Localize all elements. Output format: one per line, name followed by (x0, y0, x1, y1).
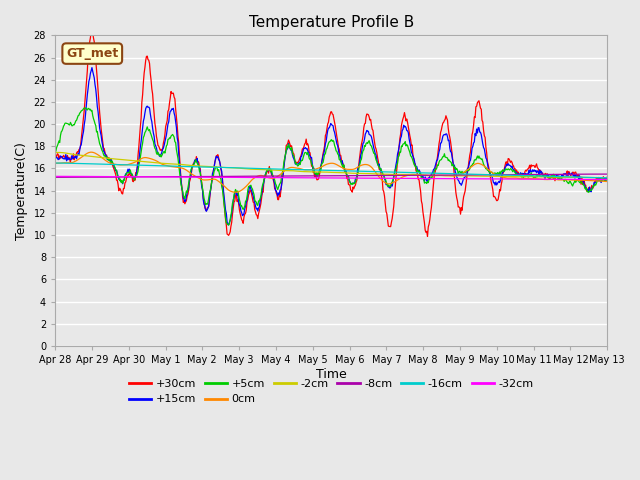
-2cm (596, 175, 604, 180)
0cm (87, 149, 95, 155)
+15cm (51, 155, 59, 161)
+5cm (51, 149, 59, 155)
+5cm (82, 105, 90, 111)
-8cm (204, 174, 211, 180)
-16cm (398, 169, 406, 175)
+15cm (119, 181, 127, 187)
+30cm (175, 140, 182, 146)
-16cm (204, 164, 211, 170)
-2cm (174, 161, 182, 167)
0cm (61, 160, 69, 166)
0cm (119, 162, 127, 168)
-16cm (61, 160, 69, 166)
0cm (51, 160, 59, 166)
-32cm (118, 174, 125, 180)
+5cm (604, 178, 611, 183)
+30cm (604, 177, 611, 183)
-2cm (61, 150, 69, 156)
+5cm (204, 200, 212, 206)
Line: -8cm: -8cm (55, 174, 607, 177)
Line: +5cm: +5cm (55, 108, 607, 225)
-16cm (51, 160, 59, 166)
-32cm (61, 173, 69, 179)
-2cm (118, 156, 125, 162)
Line: -32cm: -32cm (55, 176, 607, 180)
0cm (232, 190, 239, 195)
-8cm (118, 174, 125, 180)
+30cm (415, 177, 423, 183)
-8cm (596, 171, 604, 177)
-8cm (604, 171, 611, 177)
+5cm (225, 222, 232, 228)
-16cm (174, 164, 182, 169)
+30cm (87, 28, 95, 34)
Line: 0cm: 0cm (55, 152, 607, 192)
+5cm (119, 180, 127, 186)
-2cm (604, 175, 611, 180)
-32cm (174, 174, 182, 180)
Line: +30cm: +30cm (55, 31, 607, 237)
+30cm (399, 116, 407, 122)
-16cm (118, 162, 125, 168)
0cm (416, 172, 424, 178)
Title: Temperature Profile B: Temperature Profile B (248, 15, 414, 30)
-8cm (51, 174, 59, 180)
+5cm (400, 141, 408, 146)
0cm (204, 177, 212, 183)
X-axis label: Time: Time (316, 368, 346, 381)
-2cm (415, 172, 422, 178)
-8cm (415, 172, 422, 178)
Legend: +30cm, +15cm, +5cm, 0cm, -2cm, -8cm, -16cm, -32cm: +30cm, +15cm, +5cm, 0cm, -2cm, -8cm, -16… (124, 374, 538, 409)
-2cm (204, 164, 211, 169)
+30cm (119, 191, 127, 197)
+30cm (61, 155, 69, 160)
+15cm (88, 65, 96, 71)
-8cm (398, 172, 406, 178)
-8cm (174, 174, 182, 180)
+30cm (424, 234, 431, 240)
Line: -16cm: -16cm (55, 163, 607, 178)
-32cm (398, 176, 406, 181)
0cm (604, 179, 611, 184)
+15cm (225, 222, 232, 228)
-16cm (604, 175, 611, 180)
+15cm (604, 175, 611, 180)
-32cm (604, 177, 611, 182)
-32cm (204, 174, 211, 180)
0cm (400, 174, 408, 180)
-32cm (415, 176, 422, 181)
+15cm (400, 122, 408, 128)
Line: +15cm: +15cm (55, 68, 607, 225)
+5cm (416, 171, 424, 177)
0cm (175, 165, 182, 170)
Line: -2cm: -2cm (55, 153, 607, 178)
+15cm (175, 151, 182, 157)
+15cm (204, 205, 212, 211)
-8cm (61, 174, 69, 180)
+5cm (61, 120, 69, 126)
-16cm (415, 170, 422, 176)
-2cm (398, 171, 406, 177)
Text: GT_met: GT_met (66, 47, 118, 60)
+15cm (61, 156, 69, 162)
Y-axis label: Temperature(C): Temperature(C) (15, 142, 28, 240)
+15cm (416, 168, 424, 174)
+30cm (51, 152, 59, 157)
+5cm (175, 162, 182, 168)
-32cm (51, 173, 59, 179)
-2cm (51, 150, 59, 156)
+30cm (204, 204, 212, 210)
